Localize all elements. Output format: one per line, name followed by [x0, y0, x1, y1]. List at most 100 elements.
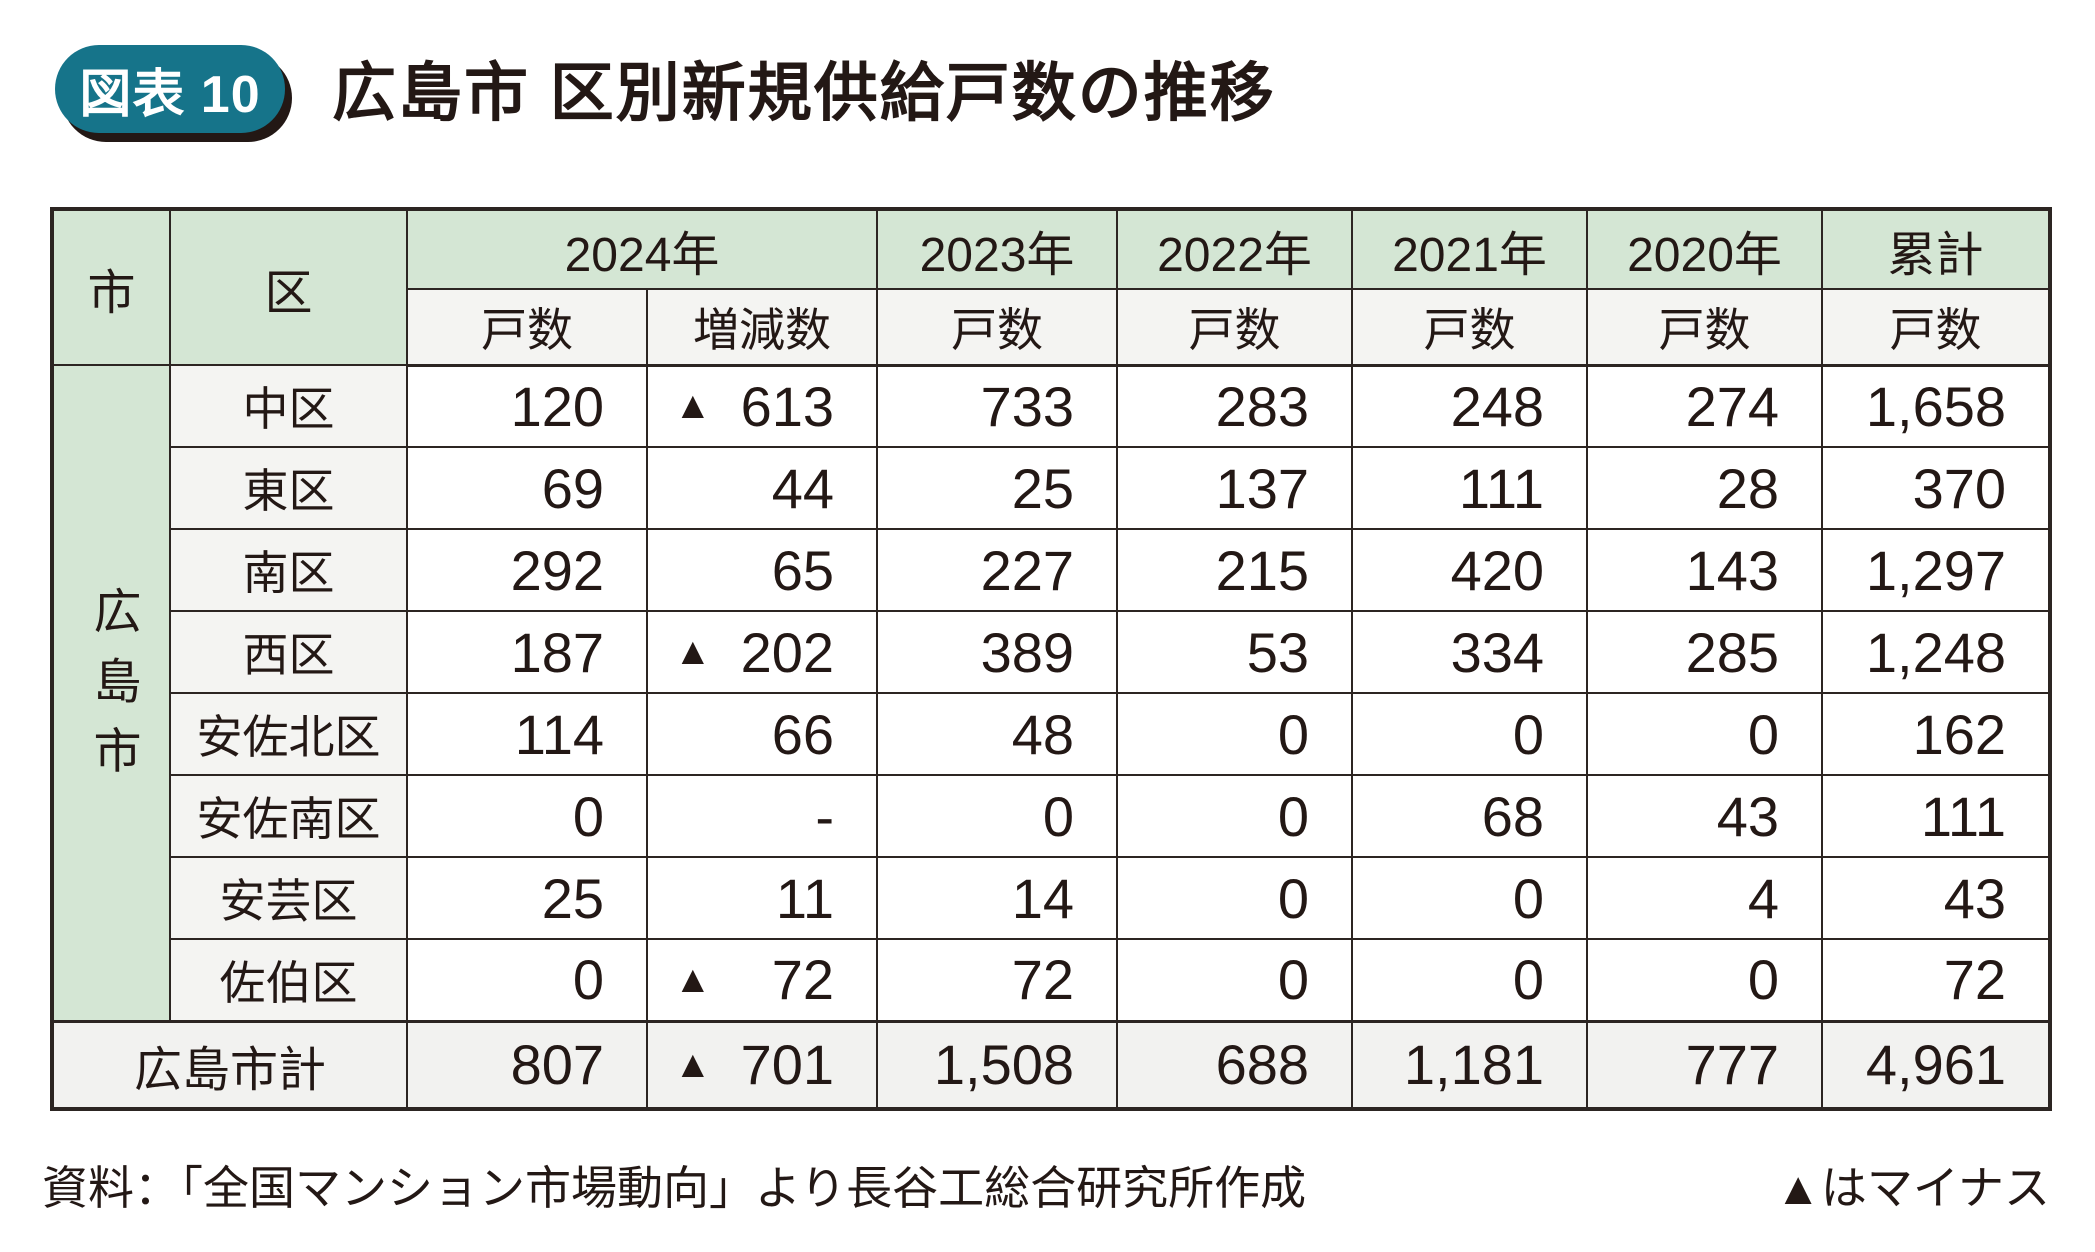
value-cell: 11: [645, 856, 879, 940]
ward-name-cell: 安佐南区: [169, 774, 408, 858]
city-column-header: 市: [51, 208, 171, 366]
value-cell: 807: [406, 1019, 648, 1110]
cumulative-header: 累計: [1821, 208, 2052, 290]
value-text: 701: [740, 1033, 835, 1097]
value-cell: 65: [645, 528, 879, 612]
value-cell: 0: [1116, 856, 1354, 940]
value-cell: 4,961: [1821, 1019, 2052, 1110]
negative-value: ▲ 72: [674, 947, 834, 1012]
value-text: 613: [740, 374, 835, 438]
sub-header-units: 戸数: [1586, 288, 1824, 367]
value-cell: 72: [876, 938, 1119, 1022]
value-cell: 0: [1116, 774, 1354, 858]
ward-name-cell: 南区: [169, 528, 408, 612]
value-cell: 28: [1586, 446, 1824, 530]
value-cell: 0: [1351, 856, 1589, 940]
value-cell: 0: [1586, 692, 1824, 776]
value-cell: 0: [1586, 938, 1824, 1022]
negative-triangle-icon: ▲: [674, 631, 712, 673]
year-header-2024: 2024年: [405, 208, 879, 290]
negative-value: ▲ 701: [674, 1032, 834, 1097]
value-cell: 68: [1351, 774, 1589, 858]
sub-header-units: 戸数: [1821, 288, 2052, 367]
value-cell: 0: [1351, 692, 1589, 776]
value-cell: 227: [876, 528, 1119, 612]
negative-triangle-icon: ▲: [674, 385, 712, 428]
ward-name-cell: 安佐北区: [169, 692, 408, 776]
city-cell: 広島市: [51, 364, 171, 1022]
value-cell: 1,181: [1351, 1019, 1589, 1110]
value-cell: 1,508: [876, 1019, 1119, 1110]
ward-row: 安佐北区 114 66 48 0 0 0 162: [52, 692, 2052, 776]
sub-header-units: 戸数: [406, 288, 648, 367]
sub-header-units: 戸数: [876, 288, 1119, 367]
sub-header-row: 戸数 増減数 戸数 戸数 戸数 戸数 戸数: [52, 288, 2052, 367]
value-text: 72: [771, 948, 835, 1012]
value-cell: 285: [1586, 610, 1824, 694]
value-cell: 248: [1351, 364, 1589, 448]
value-cell: 25: [406, 856, 648, 940]
figure-badge: 図表 10: [55, 45, 285, 133]
ward-row: 広島市 中区 120 ▲ 613 733 283 248 274 1,658: [51, 364, 2052, 1022]
ward-row: 安芸区 25 11 14 0 0 4 43: [52, 856, 2052, 940]
value-cell: 1,658: [1821, 364, 2052, 448]
value-cell: 162: [1821, 692, 2052, 776]
value-cell: -: [645, 774, 879, 858]
value-cell: 283: [1116, 364, 1354, 448]
negative-triangle-icon: ▲: [674, 1043, 712, 1086]
value-cell: 43: [1586, 774, 1824, 858]
value-cell: 43: [1821, 856, 2052, 940]
value-cell: 1,297: [1821, 528, 2052, 612]
table-body: 広島市 中区 120 ▲ 613 733 283 248 274 1,658 東区 69 44 25 137…: [51, 364, 2052, 1110]
value-cell: 69: [406, 446, 648, 530]
total-label-cell: 広島市計: [51, 1019, 408, 1110]
year-header-2022: 2022年: [1116, 208, 1354, 290]
value-cell: 0: [406, 938, 648, 1022]
negative-value: ▲ 613: [674, 374, 834, 439]
value-cell: 143: [1586, 528, 1824, 612]
value-cell: 4: [1586, 856, 1824, 940]
value-cell: 111: [1351, 446, 1589, 530]
ward-row: 南区 292 65 227 215 420 143 1,297: [52, 528, 2052, 612]
value-cell-negative: ▲ 701: [645, 1019, 879, 1110]
value-cell: 72: [1821, 938, 2052, 1022]
ward-name-cell: 安芸区: [169, 856, 408, 940]
value-cell: 0: [876, 774, 1119, 858]
value-cell: 688: [1116, 1019, 1354, 1110]
value-cell: 53: [1116, 610, 1354, 694]
value-cell: 120: [406, 364, 648, 448]
value-cell-negative: ▲ 72: [645, 938, 879, 1022]
value-cell: 274: [1586, 364, 1824, 448]
value-cell: 137: [1116, 446, 1354, 530]
value-cell: 292: [406, 528, 648, 612]
value-cell: 733: [876, 364, 1119, 448]
value-cell: 777: [1586, 1019, 1824, 1110]
ward-name-cell: 中区: [169, 364, 408, 448]
ward-column-header: 区: [169, 208, 408, 366]
year-header-row: 市 区 2024年 2023年 2022年 2021年 2020年 累計: [51, 208, 2052, 366]
value-cell: 48: [876, 692, 1119, 776]
sub-header-units: 戸数: [1116, 288, 1354, 367]
value-cell: 14: [876, 856, 1119, 940]
value-cell: 44: [645, 446, 879, 530]
value-cell: 1,248: [1821, 610, 2052, 694]
ward-name-cell: 東区: [169, 446, 408, 530]
negative-triangle-icon: ▲: [674, 958, 712, 1001]
sub-header-units: 戸数: [1351, 288, 1589, 367]
value-cell: 0: [1116, 692, 1354, 776]
sub-header-change: 増減数: [645, 288, 879, 367]
negative-legend: ▲はマイナス: [1775, 1162, 2050, 1214]
value-cell: 111: [1821, 774, 2052, 858]
year-header-2023: 2023年: [876, 208, 1119, 290]
value-cell: 420: [1351, 528, 1589, 612]
year-header-2020: 2020年: [1586, 208, 1824, 290]
city-vertical-label: 広島市: [85, 585, 139, 795]
table-wrapper: 市 区 2024年 2023年 2022年 2021年 2020年 累計 戸数 …: [50, 207, 2053, 1111]
value-cell: 187: [406, 610, 648, 694]
total-row: 広島市計 807 ▲ 701 1,508 688 1,181 777 4,961: [51, 1019, 2052, 1110]
value-cell: 215: [1116, 528, 1354, 612]
footer: 資料：「全国マンション市場動向」より長谷工総合研究所作成 ▲はマイナス: [42, 1152, 2050, 1218]
source-note: 資料：「全国マンション市場動向」より長谷工総合研究所作成: [42, 1162, 1307, 1214]
ward-name-cell: 西区: [169, 610, 408, 694]
